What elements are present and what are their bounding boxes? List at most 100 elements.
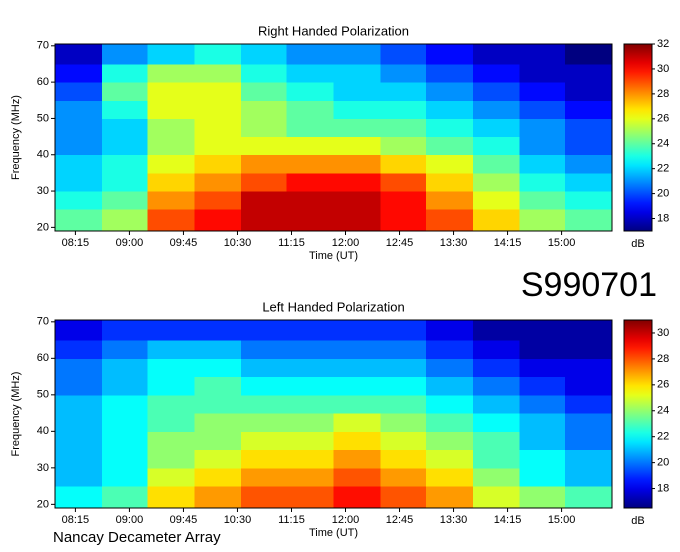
heatmap-cell bbox=[380, 320, 427, 341]
heatmap-cell bbox=[565, 320, 613, 341]
heatmap-cell bbox=[241, 63, 288, 83]
heatmap-cell bbox=[519, 376, 566, 396]
heatmap-cell bbox=[286, 467, 334, 487]
heatmap-cell bbox=[333, 449, 381, 469]
colorbar bbox=[623, 43, 653, 232]
heatmap-cell bbox=[194, 118, 242, 138]
heatmap-cell bbox=[472, 413, 521, 432]
heatmap-cell bbox=[241, 209, 288, 232]
heatmap-cell bbox=[472, 154, 521, 174]
x-tick-label: 09:00 bbox=[116, 514, 144, 526]
heatmap-cell bbox=[241, 486, 288, 509]
heatmap-cell bbox=[241, 191, 288, 210]
y-axis-label: Frequency (MHz) bbox=[10, 95, 22, 180]
heatmap-cell bbox=[333, 154, 381, 174]
heatmap-cell bbox=[333, 82, 381, 101]
y-tick-label: 60 bbox=[37, 352, 49, 364]
heatmap-cell bbox=[194, 394, 242, 414]
heatmap-cell bbox=[147, 358, 195, 378]
x-tick-label: 09:45 bbox=[170, 237, 198, 249]
heatmap-cell bbox=[101, 118, 148, 138]
x-tick-label: 13:30 bbox=[440, 237, 468, 249]
heatmap-cell bbox=[101, 44, 148, 65]
heatmap-cell bbox=[147, 118, 195, 138]
heatmap-cell bbox=[333, 486, 381, 509]
heatmap-cell bbox=[472, 449, 521, 469]
colorbar-label: dB bbox=[631, 238, 644, 250]
heatmap-cell bbox=[55, 431, 103, 451]
heatmap-cell bbox=[333, 209, 381, 232]
heatmap-cell bbox=[55, 358, 103, 378]
heatmap-cell bbox=[147, 136, 195, 156]
heatmap-cell bbox=[425, 209, 474, 232]
heatmap-cell bbox=[286, 431, 334, 451]
heatmap-cell bbox=[333, 467, 381, 487]
heatmap-cell bbox=[101, 449, 148, 469]
heatmap-cell bbox=[241, 172, 288, 192]
chart-title: Right Handed Polarization bbox=[258, 23, 409, 38]
x-axis-label: Time (UT) bbox=[309, 527, 358, 539]
colorbar-tick-label: 24 bbox=[657, 138, 669, 150]
heatmap-cell bbox=[472, 467, 521, 487]
heatmap-cell bbox=[565, 467, 613, 487]
heatmap-cell bbox=[241, 467, 288, 487]
heatmap-cell bbox=[101, 82, 148, 101]
heatmap-cell bbox=[472, 63, 521, 83]
heatmap-cell bbox=[55, 467, 103, 487]
heatmap-cell bbox=[286, 191, 334, 210]
x-tick-label: 15:00 bbox=[548, 514, 576, 526]
heatmap-cell bbox=[194, 340, 242, 359]
heatmap-cell bbox=[241, 82, 288, 101]
x-axis-label: Time (UT) bbox=[309, 250, 358, 262]
heatmap-cell bbox=[194, 431, 242, 451]
plot-frame bbox=[54, 43, 613, 232]
heatmap-cell bbox=[565, 100, 613, 119]
heatmap-cell bbox=[147, 172, 195, 192]
y-tick-label: 40 bbox=[37, 149, 49, 161]
heatmap-cell bbox=[519, 340, 566, 359]
x-tick-label: 13:30 bbox=[440, 514, 468, 526]
heatmap-cell bbox=[241, 413, 288, 432]
heatmap-cell bbox=[147, 449, 195, 469]
heatmap-cell bbox=[55, 154, 103, 174]
heatmap-cell bbox=[194, 154, 242, 174]
heatmap-cell bbox=[286, 118, 334, 138]
heatmap-cell bbox=[472, 358, 521, 378]
x-tick-label: 12:00 bbox=[332, 514, 360, 526]
heatmap-cell bbox=[519, 118, 566, 138]
heatmap-cell bbox=[425, 340, 474, 359]
heatmap-cell bbox=[194, 358, 242, 378]
x-tick-label: 15:00 bbox=[548, 237, 576, 249]
heatmap-cell bbox=[425, 44, 474, 65]
heatmap-cell bbox=[565, 172, 613, 192]
heatmap-cell bbox=[519, 394, 566, 414]
colorbar-tick-label: 22 bbox=[657, 163, 669, 175]
heatmap-cell bbox=[194, 467, 242, 487]
heatmap-cell bbox=[194, 136, 242, 156]
y-tick-label: 20 bbox=[37, 498, 49, 510]
heatmap-cell bbox=[380, 413, 427, 432]
colorbar-tick-label: 26 bbox=[657, 379, 669, 391]
heatmap-cell bbox=[380, 467, 427, 487]
heatmap-cell bbox=[519, 486, 566, 509]
plot-frame bbox=[54, 319, 613, 509]
heatmap-cell bbox=[565, 358, 613, 378]
heatmap-cell bbox=[472, 44, 521, 65]
heatmap-cell bbox=[380, 44, 427, 65]
heatmap-cell bbox=[101, 431, 148, 451]
heatmap-cell bbox=[101, 394, 148, 414]
heatmap-cell bbox=[519, 172, 566, 192]
heatmap-cell bbox=[241, 340, 288, 359]
heatmap-cell bbox=[519, 413, 566, 432]
x-tick-label: 11:15 bbox=[278, 514, 305, 526]
heatmap-cell bbox=[333, 358, 381, 378]
y-tick-label: 50 bbox=[37, 389, 49, 401]
heatmap-cell bbox=[194, 172, 242, 192]
heatmap-cell bbox=[147, 467, 195, 487]
y-tick-label: 40 bbox=[37, 425, 49, 437]
heatmap-cell bbox=[565, 154, 613, 174]
heatmap-cell bbox=[565, 209, 613, 232]
heatmap-cell bbox=[472, 376, 521, 396]
heatmap-cell bbox=[147, 486, 195, 509]
